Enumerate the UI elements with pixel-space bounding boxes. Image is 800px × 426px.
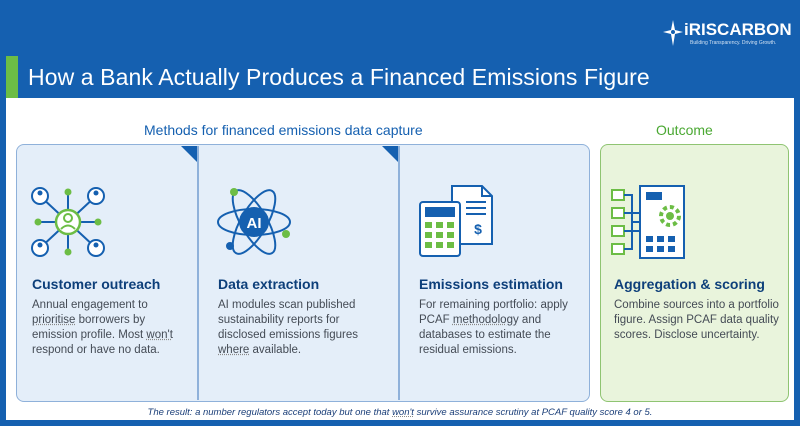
footer-text: survive assurance scrutiny at PCAF quali… <box>413 407 653 418</box>
card-body-customer-outreach: Annual engagement to prioritise borrower… <box>32 298 192 358</box>
card-divider <box>197 146 199 400</box>
canvas: How a Bank Actually Produces a Financed … <box>6 6 794 420</box>
page-title: How a Bank Actually Produces a Financed … <box>28 64 650 90</box>
body-text: and databases to estimate the residual e… <box>419 314 551 356</box>
card-title-emissions-estimation: Emissions estimation <box>419 276 563 292</box>
card-body-data-extraction: AI modules scan published sustainability… <box>218 298 386 358</box>
methods-heading: Methods for financed emissions data capt… <box>144 122 423 138</box>
footer-text: The result: a number regulators accept t… <box>147 407 393 418</box>
body-text: For remaining portfolio: apply PCAF <box>419 299 568 326</box>
network-people-icon <box>31 187 105 257</box>
body-text: AI modules scan published sustainability… <box>218 299 358 341</box>
card-title-aggregation-scoring: Aggregation & scoring <box>614 276 765 292</box>
card-corner-marker <box>382 146 398 162</box>
card-body-aggregation-scoring: Combine sources into a portfolio figure.… <box>614 298 784 343</box>
body-text: borrowers by emission profile. Most <box>32 314 147 341</box>
footer-note: The result: a number regulators accept t… <box>6 407 794 418</box>
spelling-underlined-word: prioritise <box>32 314 76 326</box>
logo-star-icon <box>663 20 683 46</box>
body-text: Combine sources into a portfolio figure.… <box>614 299 779 341</box>
logo-tagline: Building Transparency. Driving Growth. <box>690 40 777 46</box>
header-accent-bar <box>6 56 18 98</box>
header-banner: How a Bank Actually Produces a Financed … <box>6 6 794 98</box>
ai-atom-icon: AI <box>217 188 291 255</box>
body-text: available. <box>249 344 302 356</box>
spelling-underlined-word: won't <box>392 407 414 418</box>
card-title-data-extraction: Data extraction <box>218 276 320 292</box>
methods-panel <box>16 144 590 402</box>
iriscarbon-logo: iRISCARBON Building Transparency. Drivin… <box>662 18 792 50</box>
card-body-emissions-estimation: For remaining portfolio: apply PCAF meth… <box>419 298 579 358</box>
calculator-document-icon: $ <box>419 185 493 257</box>
card-divider <box>398 146 400 400</box>
outcome-panel <box>600 144 789 402</box>
card-title-customer-outreach: Customer outreach <box>32 276 161 292</box>
spelling-underlined-word: won't <box>146 329 173 341</box>
body-text: Annual engagement to <box>32 299 148 311</box>
svg-text:$: $ <box>474 221 482 237</box>
spelling-underlined-word: methodology <box>452 314 519 326</box>
card-corner-marker <box>181 146 197 162</box>
logo-wordmark: iRISCARBON <box>684 20 792 39</box>
outcome-heading: Outcome <box>656 122 713 138</box>
spelling-underlined-word: where <box>218 344 250 356</box>
aggregation-gear-icon <box>611 185 685 259</box>
svg-text:AI: AI <box>247 215 262 232</box>
body-text: respond or have no data. <box>32 344 160 356</box>
